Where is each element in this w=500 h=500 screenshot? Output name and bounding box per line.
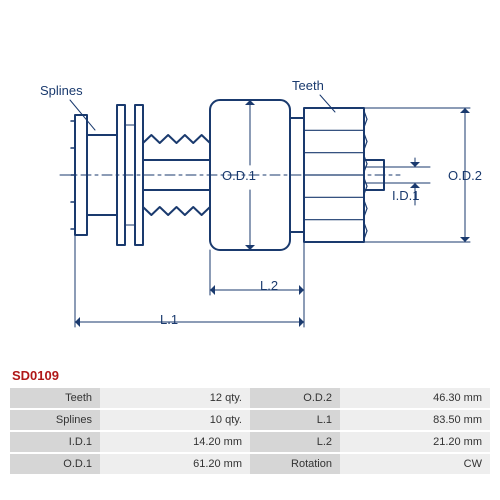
table-row: Splines10 qty.L.183.50 mm xyxy=(10,409,490,431)
table-row: I.D.114.20 mmL.221.20 mm xyxy=(10,431,490,453)
label-id1: I.D.1 xyxy=(392,188,419,203)
label-splines: Splines xyxy=(40,83,83,98)
technical-drawing: Splines Teeth O.D.1 O.D.2 I.D.1 L.1 L.2 xyxy=(0,0,500,360)
label-od1: O.D.1 xyxy=(222,168,256,183)
spec-table: Teeth12 qty.O.D.246.30 mmSplines10 qty.L… xyxy=(10,388,490,476)
part-code: SD0109 xyxy=(12,368,59,383)
label-l2: L.2 xyxy=(260,278,278,293)
table-row: Teeth12 qty.O.D.246.30 mm xyxy=(10,388,490,409)
label-od2: O.D.2 xyxy=(448,168,482,183)
table-row: O.D.161.20 mmRotationCW xyxy=(10,453,490,475)
label-teeth: Teeth xyxy=(292,78,324,93)
label-l1: L.1 xyxy=(160,312,178,327)
